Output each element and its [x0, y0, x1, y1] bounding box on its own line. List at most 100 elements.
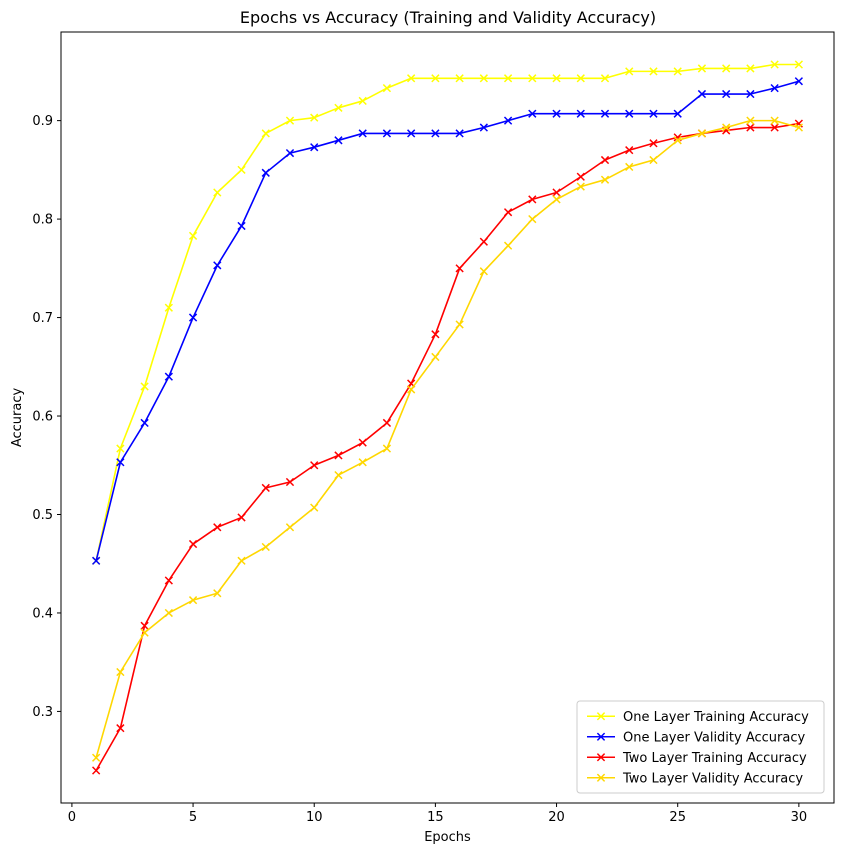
series-line — [95, 63, 799, 561]
legend-box — [576, 700, 825, 794]
data-point-marker — [382, 83, 392, 93]
data-point-marker — [261, 542, 270, 552]
data-point-marker — [697, 89, 707, 99]
data-point-marker — [164, 372, 173, 381]
data-point-marker — [552, 109, 561, 118]
data-point-marker — [770, 60, 779, 69]
data-point-marker — [407, 129, 416, 138]
data-point-marker — [431, 330, 440, 339]
data-point-marker — [261, 168, 270, 177]
x-tick-label: 25 — [669, 810, 686, 825]
data-point-marker — [188, 539, 198, 549]
data-point-marker — [164, 576, 173, 585]
data-point-marker — [92, 766, 101, 775]
data-point-marker — [164, 303, 173, 312]
data-point-marker — [649, 139, 658, 148]
data-point-marker — [116, 724, 125, 733]
y-tick-label: 0.4 — [32, 606, 53, 621]
data-point-marker — [576, 172, 585, 181]
data-point-marker — [334, 470, 343, 480]
data-point-marker — [649, 155, 658, 165]
data-point-marker — [770, 116, 779, 125]
data-point-marker — [770, 123, 779, 132]
data-point-marker — [431, 352, 440, 362]
x-tick-label: 5 — [189, 810, 197, 825]
data-point-marker — [334, 136, 343, 145]
data-point-marker — [261, 129, 270, 138]
data-point-marker — [334, 103, 343, 112]
legend-item: Two Layer Validity Accuracy — [587, 771, 803, 786]
data-point-marker — [503, 74, 513, 83]
data-point-marker — [407, 385, 416, 394]
data-point-marker — [600, 109, 610, 118]
data-point-marker — [528, 214, 537, 224]
x-tick-label: 15 — [427, 810, 444, 825]
data-point-marker — [116, 444, 125, 453]
plot-frame — [60, 31, 835, 804]
data-point-marker — [310, 461, 319, 470]
data-point-marker — [237, 221, 246, 231]
data-point-marker — [503, 208, 513, 217]
data-point-marker — [188, 313, 198, 322]
data-point-marker — [794, 123, 803, 132]
data-point-marker — [503, 241, 513, 250]
series-one-layer-validity-accuracy — [92, 77, 803, 565]
data-point-marker — [213, 261, 222, 270]
legend-item: One Layer Validity Accuracy — [587, 730, 805, 745]
data-point-marker — [673, 136, 682, 145]
data-point-marker — [310, 143, 319, 152]
data-point-marker — [625, 67, 634, 76]
data-point-marker — [600, 155, 610, 165]
data-point-marker — [722, 123, 731, 132]
data-point-marker — [285, 116, 295, 125]
legend-swatch-marker — [596, 773, 606, 782]
data-point-marker — [358, 438, 367, 447]
data-point-marker — [625, 109, 634, 118]
data-point-marker — [213, 523, 222, 532]
x-tick-label: 20 — [548, 810, 565, 825]
data-point-marker — [358, 458, 367, 467]
data-point-marker — [552, 195, 561, 204]
data-point-marker — [261, 483, 270, 493]
data-point-marker — [746, 116, 755, 125]
legend-swatch-marker — [596, 712, 606, 721]
data-point-marker — [310, 503, 319, 512]
data-point-marker — [237, 556, 246, 565]
data-point-marker — [358, 129, 367, 138]
data-point-marker — [722, 64, 731, 73]
data-point-marker — [237, 513, 246, 522]
data-point-marker — [479, 237, 488, 246]
data-point-marker — [455, 129, 464, 138]
data-point-marker — [455, 320, 464, 329]
series-line — [95, 80, 800, 561]
data-point-marker — [552, 74, 561, 83]
data-point-marker — [673, 109, 682, 118]
data-point-marker — [285, 477, 295, 487]
y-tick-label: 0.9 — [32, 114, 53, 129]
x-tick-label: 0 — [68, 810, 76, 825]
data-point-marker — [213, 589, 222, 598]
series-line — [95, 119, 800, 758]
data-point-marker — [552, 188, 561, 197]
legend-label: Two Layer Validity Accuracy — [622, 771, 803, 786]
data-point-marker — [673, 67, 682, 76]
legend-label: One Layer Training Accuracy — [623, 710, 809, 725]
data-point-marker — [697, 64, 707, 73]
legend-label: Two Layer Training Accuracy — [622, 751, 807, 766]
data-point-marker — [140, 382, 149, 391]
data-point-marker — [382, 418, 392, 428]
x-axis-label: Epochs — [424, 830, 471, 845]
data-point-marker — [746, 89, 755, 99]
series-one-layer-training-accuracy — [92, 60, 803, 565]
data-point-marker — [285, 523, 295, 532]
y-tick-label: 0.6 — [32, 410, 53, 425]
data-point-marker — [600, 74, 610, 83]
data-point-marker — [116, 458, 125, 467]
data-point-marker — [116, 667, 125, 677]
legend-item: One Layer Training Accuracy — [587, 710, 809, 725]
data-point-marker — [455, 264, 464, 273]
data-point-marker — [382, 444, 392, 453]
data-point-marker — [334, 451, 343, 460]
